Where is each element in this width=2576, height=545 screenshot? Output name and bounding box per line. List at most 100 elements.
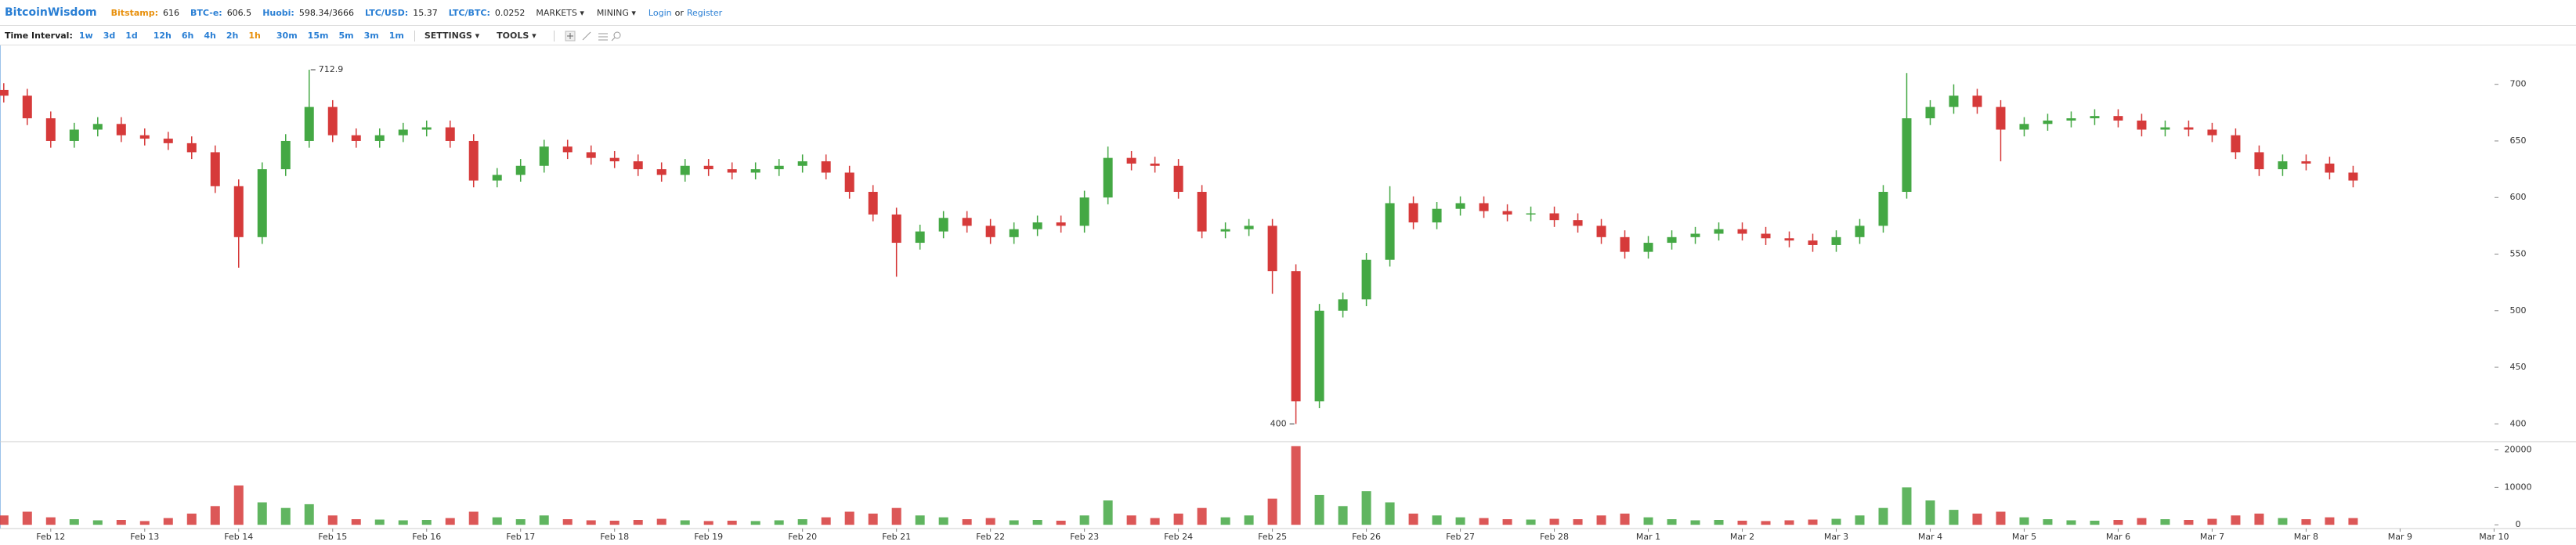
y-tick-label: 700 [2510, 79, 2527, 89]
candle-body [186, 143, 197, 153]
interval-option[interactable]: 30m [276, 31, 298, 41]
x-tick-label: Feb 14 [224, 532, 253, 542]
interval-option[interactable]: 15m [307, 31, 329, 41]
volume-bar [2231, 515, 2241, 525]
volume-bar [1220, 517, 1230, 525]
candle-body [304, 106, 314, 141]
candle-body [1596, 226, 1606, 237]
or-text: or [674, 7, 684, 18]
drawing-tools[interactable] [564, 30, 627, 42]
candle-body [468, 140, 479, 181]
volume-bar [2348, 518, 2358, 525]
candle-body [844, 172, 854, 193]
ticker-label: LTC/BTC: [448, 7, 490, 18]
candle-body [1549, 213, 1559, 221]
volume-bar [515, 519, 526, 525]
volume-bar [1620, 513, 1630, 525]
volume-bar [1150, 518, 1160, 525]
volume-bar [1784, 520, 1794, 525]
x-tick-label: Feb 13 [130, 532, 159, 542]
volume-bar [210, 506, 220, 525]
candle-body [1502, 211, 1512, 215]
candle-body [1056, 222, 1066, 226]
ticker[interactable]: Bitstamp: 616 [111, 8, 179, 18]
register-link[interactable]: Register [686, 7, 723, 18]
min-label: 400 [1270, 418, 1287, 428]
x-tick-label: Feb 28 [1540, 532, 1569, 542]
logo[interactable]: BitcoinWisdom [5, 6, 97, 19]
candle-body [280, 140, 291, 170]
volume-bar [891, 507, 901, 525]
interval-option[interactable]: 12h [153, 31, 172, 41]
volume-bar [374, 519, 385, 525]
candle-body [2066, 118, 2076, 121]
volume-bar [1338, 506, 1348, 525]
volume-bar [1432, 515, 1442, 525]
y-tick-label: 400 [2510, 418, 2527, 428]
interval-option[interactable]: 3m [363, 31, 379, 41]
interval-option[interactable]: 1d [125, 31, 138, 41]
volume-bar [1714, 520, 1724, 525]
ticker[interactable]: LTC/BTC: 0.0252 [449, 8, 526, 18]
candle-body [1103, 157, 1113, 198]
candle-body [163, 139, 173, 143]
volume-bar [1361, 491, 1371, 525]
candle-body [938, 218, 948, 232]
volume-bar [2066, 520, 2076, 525]
candle-body [1126, 157, 1136, 164]
menu[interactable]: TOOLS [497, 31, 537, 41]
x-tick-label: Feb 18 [600, 532, 629, 542]
volume-bar [1267, 498, 1277, 525]
volume-bar [609, 520, 620, 525]
candle-body [680, 165, 690, 175]
candle-body [821, 161, 831, 173]
volume-bar [2160, 519, 2170, 525]
candle-body [1244, 226, 1254, 229]
ticker-value: 606.5 [226, 7, 252, 18]
ticker[interactable]: LTC/USD: 15.37 [365, 8, 438, 18]
interval-option[interactable]: 1h [248, 31, 261, 41]
volume-bar [2019, 517, 2029, 525]
volume-bar [2113, 520, 2123, 525]
candle-body [1737, 229, 1747, 234]
volume-bar [327, 515, 338, 525]
volume-bar [1761, 521, 1771, 525]
x-tick-label: Mar 6 [2106, 532, 2130, 542]
interval-option[interactable]: 4h [204, 31, 216, 41]
menu[interactable]: SETTINGS [425, 31, 479, 41]
y-tick-label: 450 [2510, 362, 2527, 372]
candle-body [2231, 135, 2241, 153]
x-tick-label: Feb 22 [976, 532, 1005, 542]
ticker-label: LTC/USD: [365, 7, 409, 18]
login-link[interactable]: Login [648, 7, 672, 18]
menu[interactable]: MINING [597, 8, 636, 18]
ticker[interactable]: Huobi: 598.34/3666 [262, 8, 354, 18]
ticker[interactable]: BTC-e: 606.5 [190, 8, 251, 18]
candle-body [92, 124, 103, 130]
volume-bar [69, 519, 79, 525]
candle-body [1479, 203, 1489, 211]
volume-bar [1737, 520, 1747, 525]
candle-body [2301, 161, 2311, 164]
interval-option[interactable]: 2h [226, 31, 239, 41]
interval-option[interactable]: 3d [103, 31, 116, 41]
candle-body [985, 226, 995, 237]
max-label: 712.9 [319, 64, 344, 74]
interval-option[interactable]: 1w [78, 31, 93, 41]
volume-bar [1244, 515, 1254, 525]
interval-option[interactable]: 1m [388, 31, 404, 41]
menu[interactable]: MARKETS [536, 8, 584, 18]
volume-bar [1502, 519, 1512, 525]
volume-bar [1479, 518, 1489, 525]
candle-body [868, 192, 878, 215]
header: BitcoinWisdom Bitstamp: 616 BTC-e: 606.5 Huo… [0, 0, 2576, 26]
x-tick-label: Feb 26 [1352, 532, 1381, 542]
volume-bar [938, 517, 948, 525]
candle-body [116, 124, 126, 135]
volume-bar [586, 520, 596, 525]
interval-option[interactable]: 6h [181, 31, 194, 41]
volume-bar [186, 513, 197, 525]
candle-body [2325, 163, 2335, 173]
volume-tick-label: 10000 [2505, 482, 2532, 492]
interval-option[interactable]: 5m [338, 31, 354, 41]
